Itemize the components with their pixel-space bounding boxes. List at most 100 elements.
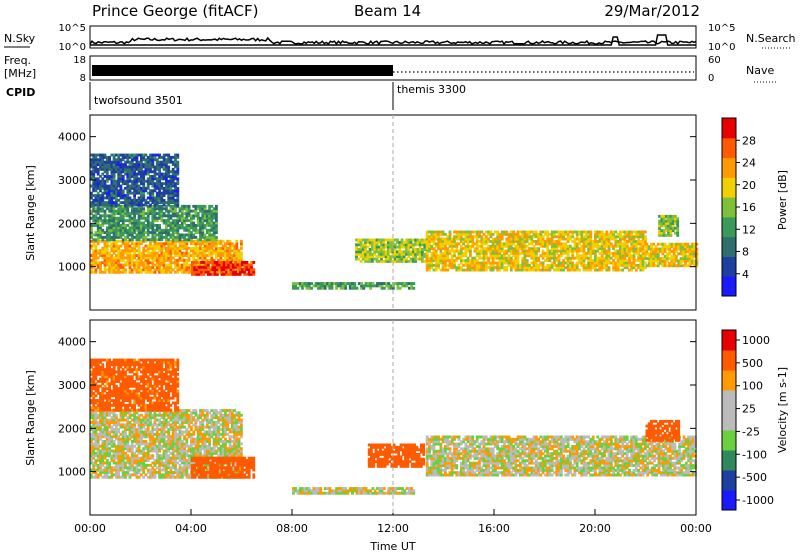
- data-cell: [623, 244, 627, 248]
- data-cell: [90, 425, 93, 429]
- data-cell: [410, 284, 413, 288]
- data-cell: [108, 251, 111, 255]
- data-cell: [153, 242, 157, 246]
- data-cell: [496, 232, 500, 236]
- data-cell: [684, 259, 687, 263]
- data-cell: [448, 230, 452, 234]
- data-cell: [144, 418, 148, 422]
- data-cell: [146, 475, 150, 479]
- data-cell: [243, 265, 247, 269]
- data-cell: [140, 189, 143, 193]
- data-cell: [252, 270, 256, 274]
- data-cell: [630, 235, 634, 239]
- data-cell: [119, 175, 123, 178]
- data-cell: [194, 207, 198, 211]
- data-cell: [215, 226, 218, 230]
- data-cell: [130, 468, 134, 472]
- data-cell: [115, 258, 118, 262]
- data-cell: [128, 177, 132, 181]
- data-cell: [94, 167, 98, 171]
- data-cell: [133, 209, 136, 213]
- data-cell: [112, 466, 116, 470]
- data-cell: [105, 454, 109, 458]
- data-cell: [375, 240, 379, 244]
- data-cell: [151, 238, 155, 242]
- data-cell: [210, 204, 214, 208]
- data-cell: [566, 266, 570, 270]
- data-cell: [92, 201, 96, 205]
- data-cell: [149, 226, 152, 230]
- data-cell: [160, 198, 164, 202]
- data-cell: [94, 209, 98, 213]
- data-cell: [614, 261, 618, 265]
- data-cell: [94, 184, 98, 188]
- data-cell: [171, 249, 175, 253]
- data-cell: [99, 198, 102, 202]
- data-cell: [151, 226, 155, 230]
- data-cell: [368, 250, 372, 254]
- data-cell: [112, 191, 116, 195]
- data-cell: [115, 153, 118, 157]
- data-cell: [453, 249, 456, 253]
- data-cell: [92, 444, 96, 448]
- data-cell: [469, 237, 472, 241]
- data-cell: [609, 237, 613, 241]
- data-cell: [194, 239, 198, 243]
- data-cell: [584, 263, 588, 267]
- data-cell: [321, 286, 325, 290]
- data-cell: [105, 219, 109, 223]
- data-cell: [144, 186, 148, 190]
- data-cell: [94, 165, 98, 169]
- data-cell: [110, 182, 114, 186]
- data-cell: [140, 449, 143, 453]
- data-cell: [528, 230, 531, 234]
- cpid-label: CPID: [6, 86, 35, 99]
- data-cell: [409, 243, 413, 247]
- data-cell: [228, 239, 232, 243]
- data-cell: [587, 230, 590, 234]
- data-cell: [202, 265, 206, 269]
- data-cell: [519, 266, 522, 270]
- data-cell: [550, 263, 554, 267]
- data-cell: [144, 163, 148, 166]
- data-cell: [133, 430, 136, 434]
- data-cell: [619, 240, 622, 243]
- data-cell: [423, 243, 427, 247]
- data-cell: [514, 251, 518, 255]
- data-cell: [135, 461, 139, 465]
- data-cell: [103, 418, 107, 422]
- data-cell: [332, 282, 336, 285]
- data-cell: [628, 247, 631, 251]
- data-cell: [512, 249, 515, 253]
- data-cell: [167, 209, 171, 213]
- data-cell: [663, 250, 667, 253]
- data-cell: [94, 421, 98, 424]
- data-cell: [566, 268, 570, 272]
- data-cell: [171, 194, 175, 197]
- data-cell: [94, 461, 98, 465]
- data-cell: [619, 268, 622, 272]
- data-cell: [103, 219, 107, 223]
- data-cell: [137, 440, 141, 443]
- data-cell: [128, 160, 132, 164]
- data-cell: [103, 231, 107, 234]
- data-cell: [382, 238, 386, 242]
- data-cell: [307, 286, 311, 290]
- data-cell: [92, 451, 96, 455]
- data-cell: [294, 284, 298, 288]
- data-cell: [226, 256, 230, 260]
- data-cell: [142, 432, 146, 436]
- data-cell: [151, 184, 155, 188]
- data-cell: [539, 237, 543, 241]
- data-cell: [115, 266, 118, 269]
- data-cell: [235, 251, 239, 255]
- data-cell: [245, 265, 249, 269]
- data-cell: [92, 153, 96, 157]
- data-cell: [553, 256, 556, 260]
- data-cell: [142, 214, 146, 218]
- data-cell: [126, 418, 130, 422]
- data-cell: [153, 239, 157, 243]
- data-cell: [115, 451, 118, 455]
- data-cell: [94, 437, 98, 441]
- data-cell: [133, 196, 136, 200]
